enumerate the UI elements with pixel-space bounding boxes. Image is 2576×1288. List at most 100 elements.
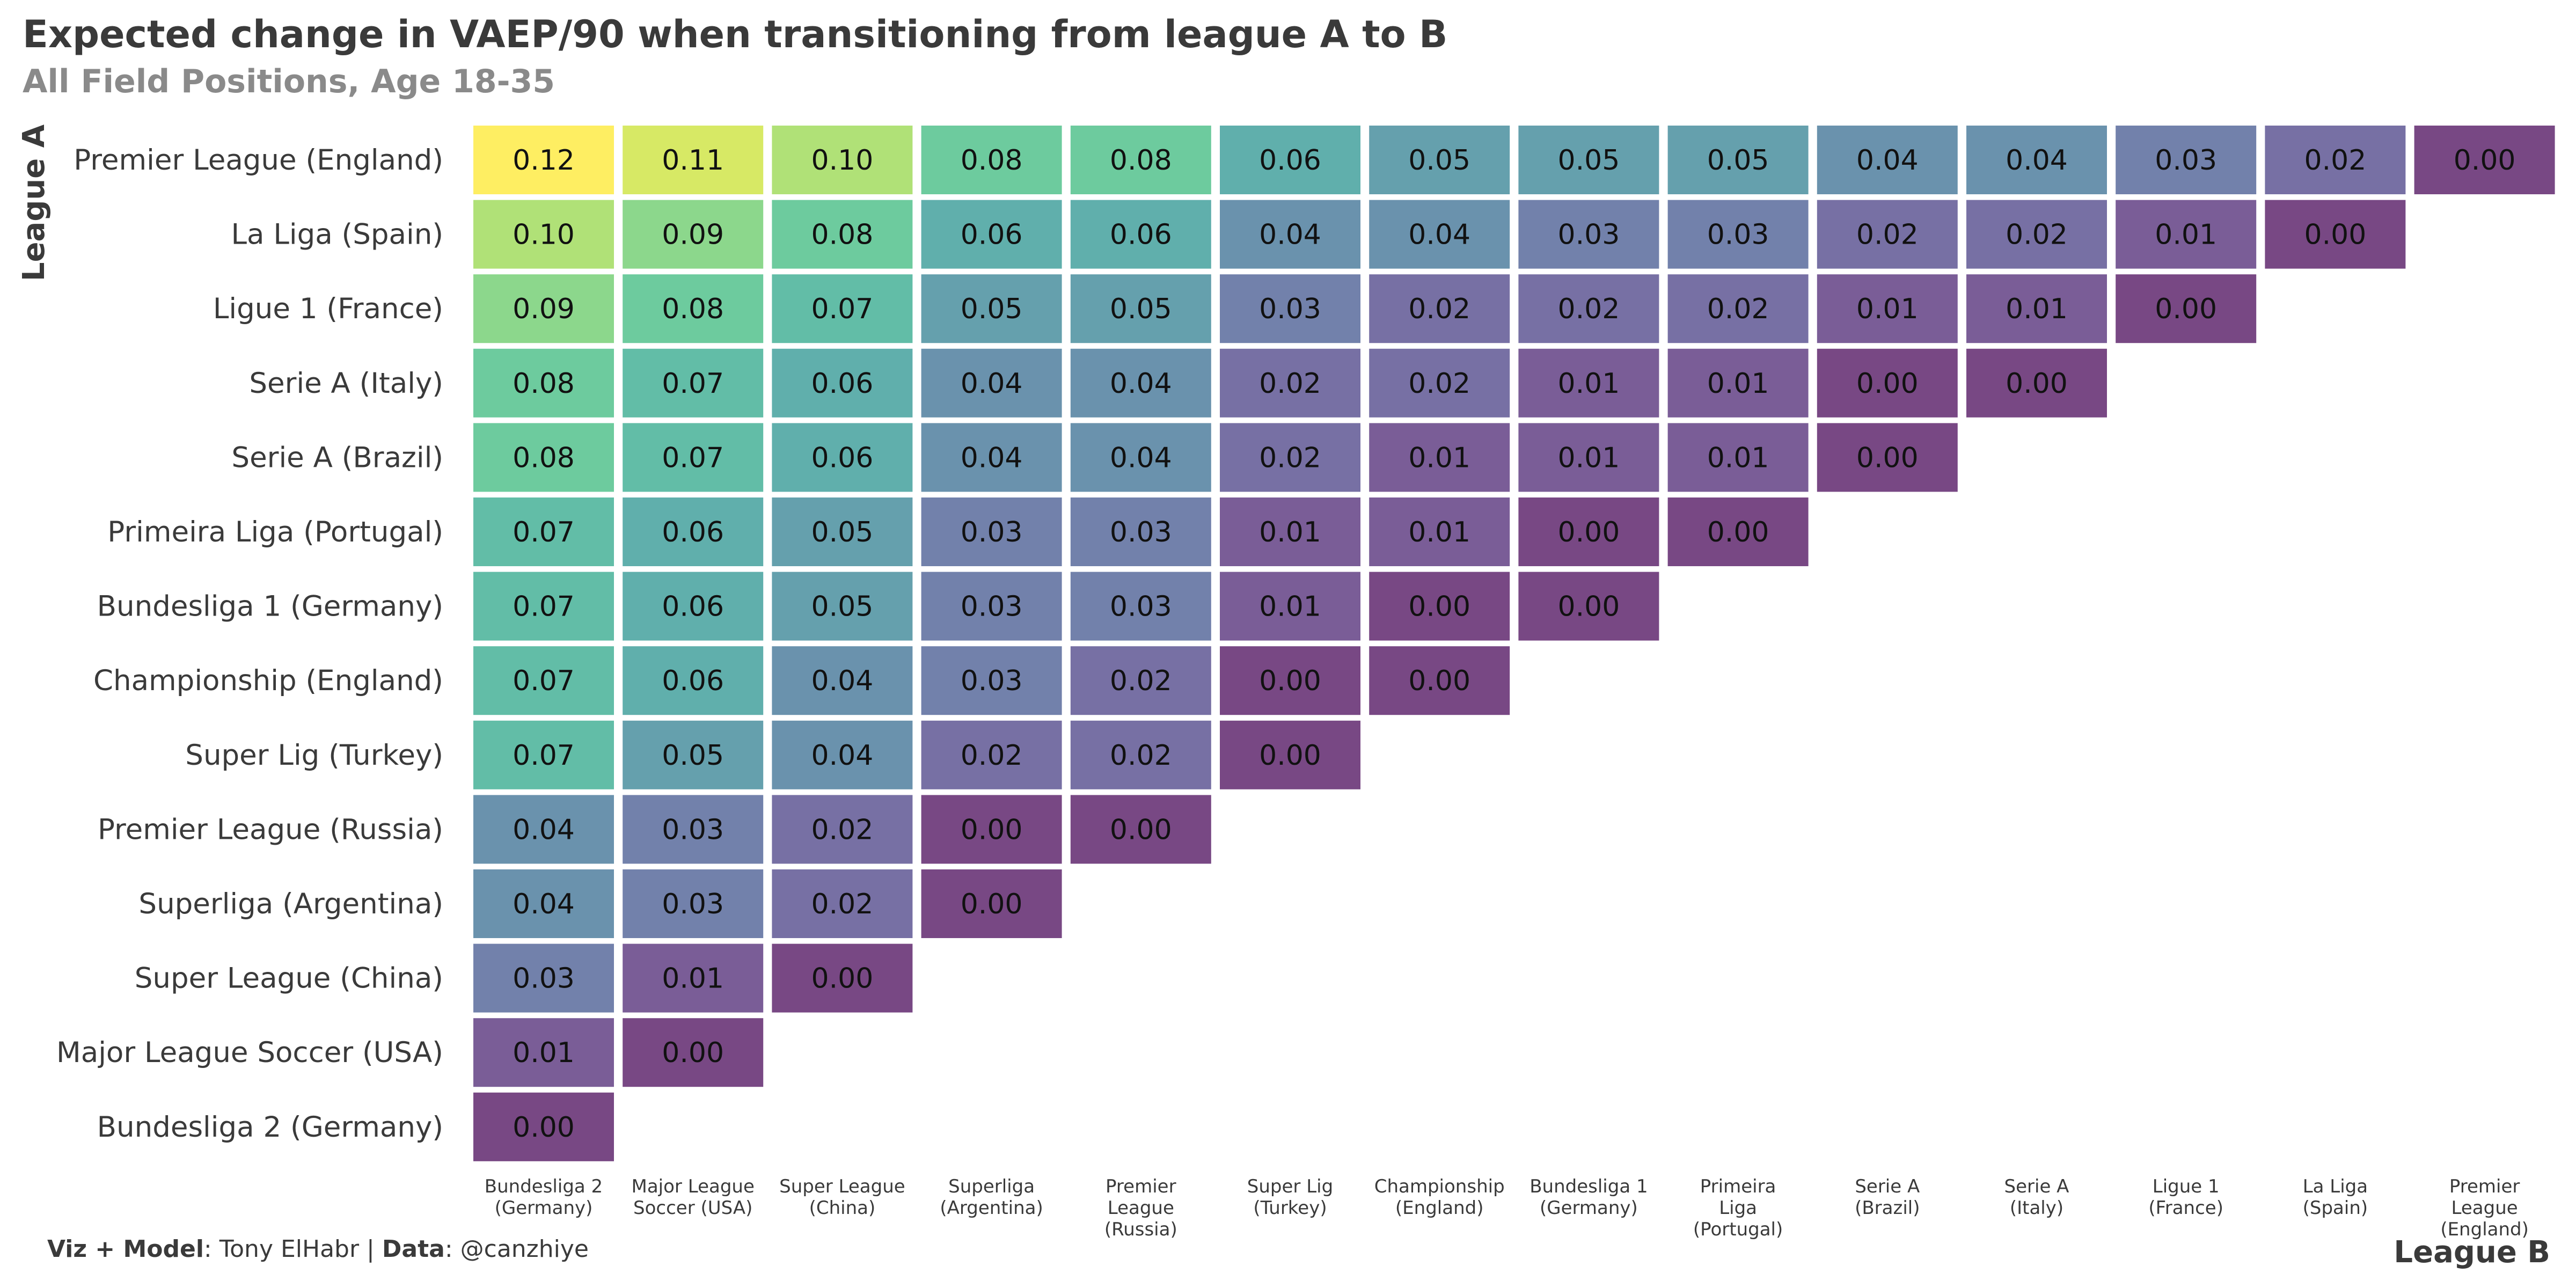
cell-value-label: 0.06 <box>662 665 724 697</box>
heatmap-cell <box>1220 572 1360 641</box>
heatmap-cell <box>1518 348 1659 418</box>
heatmap-cell <box>1220 423 1360 492</box>
heatmap-cell <box>1070 572 1211 641</box>
cell-value-label: 0.02 <box>1856 219 1919 251</box>
cell-value-label: 0.02 <box>1259 368 1321 400</box>
heatmap-cell <box>623 572 764 641</box>
cell-value-label: 0.01 <box>1558 368 1620 400</box>
heatmap-cells: 0.12 0.11 0.10 0.08 0.08 0.06 0.05 0.05 0.05 0.04… <box>473 126 2555 1161</box>
cell-value-label: 0.01 <box>2006 293 2068 325</box>
cell-value-label: 0.01 <box>513 1037 575 1069</box>
cell-value-label: 0.00 <box>2454 144 2516 177</box>
cell-value-label: 0.07 <box>662 368 724 400</box>
x-tick-label: Bundesliga 1 (Germany) <box>1529 1176 1648 1219</box>
x-tick-label-line: Liga <box>1719 1197 1757 1219</box>
x-tick-label: Major League Soccer (USA) <box>632 1176 755 1219</box>
y-tick-label: Super League (China) <box>135 962 443 995</box>
cell-value-label: 0.04 <box>1110 368 1172 400</box>
heatmap-cell <box>1070 200 1211 269</box>
cell-value-label: 0.05 <box>1707 144 1769 177</box>
cell-value-label: 0.07 <box>662 442 724 474</box>
y-tick-label: Ligue 1 (France) <box>213 292 443 325</box>
x-axis-tick-labels: Bundesliga 2 (Germany)Major League Soccer … <box>485 1176 2529 1240</box>
cell-value-label: 0.01 <box>1707 368 1769 400</box>
cell-value-label: 0.03 <box>1707 219 1769 251</box>
y-tick-label: Serie A (Brazil) <box>231 441 443 474</box>
cell-value-label: 0.07 <box>811 293 874 325</box>
heatmap-cell <box>1070 720 1211 789</box>
cell-value-label: 0.05 <box>662 740 724 772</box>
y-tick-label: Serie A (Italy) <box>249 367 443 400</box>
heatmap-cell <box>921 572 1062 641</box>
x-tick-label: Super League (China) <box>779 1176 905 1219</box>
cell-value-label: 0.01 <box>662 963 724 995</box>
heatmap-cell <box>1966 126 2107 194</box>
heatmap-cell <box>1070 423 1211 492</box>
heatmap-cell <box>2116 274 2257 343</box>
heatmap-cell <box>772 943 913 1013</box>
heatmap-cell <box>473 720 614 789</box>
cell-value-label: 0.03 <box>662 814 724 846</box>
heatmap-cell <box>473 200 614 269</box>
cell-value-label: 0.03 <box>662 888 724 920</box>
y-tick-label: Superliga (Argentina) <box>138 888 443 920</box>
cell-value-label: 0.06 <box>961 219 1023 251</box>
x-tick-label-line: League <box>1108 1197 1174 1219</box>
cell-value-label: 0.04 <box>1408 219 1470 251</box>
heatmap-cell <box>1518 200 1659 269</box>
x-tick-label-line: Super League <box>779 1176 905 1197</box>
cell-value-label: 0.04 <box>811 740 874 772</box>
cell-value-label: 0.04 <box>961 368 1023 400</box>
heatmap-cell <box>623 720 764 789</box>
x-tick-label: Ligue 1 (France) <box>2148 1176 2223 1219</box>
cell-value-label: 0.00 <box>961 814 1023 846</box>
heatmap-cell <box>1220 720 1360 789</box>
heatmap-cell <box>1369 497 1510 566</box>
cell-value-label: 0.02 <box>2304 144 2367 177</box>
cell-value-label: 0.07 <box>513 740 575 772</box>
cell-value-label: 0.00 <box>2304 219 2367 251</box>
x-tick-label-line: Premier <box>1106 1176 1176 1197</box>
cell-value-label: 0.09 <box>513 293 575 325</box>
cell-value-label: 0.03 <box>961 591 1023 623</box>
heatmap-cell <box>473 1092 614 1161</box>
x-tick-label: Super Lig (Turkey) <box>1247 1176 1333 1219</box>
x-tick-label: La Liga (Spain) <box>2303 1176 2368 1219</box>
cell-value-label: 0.02 <box>811 814 874 846</box>
heatmap-cell <box>772 572 913 641</box>
heatmap-cell <box>1667 126 1809 194</box>
x-tick-label-line: (France) <box>2148 1197 2223 1219</box>
x-tick-label-line: Premier <box>2449 1176 2520 1197</box>
cell-value-label: 0.00 <box>1110 814 1172 846</box>
caption: Viz + Model: Tony ElHabr | Data: @canzhi… <box>47 1235 589 1263</box>
heatmap-cell <box>623 274 764 343</box>
cell-value-label: 0.03 <box>1558 219 1620 251</box>
y-axis-tick-labels: Premier League (England) La Liga (Spain) L… <box>56 144 443 1144</box>
heatmap-cell <box>1220 497 1360 566</box>
cell-value-label: 0.00 <box>513 1111 575 1144</box>
cell-value-label: 0.00 <box>1707 516 1769 548</box>
heatmap-cell <box>921 274 1062 343</box>
heatmap-cell <box>1369 423 1510 492</box>
cell-value-label: 0.00 <box>811 963 874 995</box>
cell-value-label: 0.07 <box>513 516 575 548</box>
y-tick-label: Premier League (Russia) <box>98 813 443 846</box>
x-tick-label-line: La Liga <box>2303 1176 2368 1197</box>
cell-value-label: 0.00 <box>2155 293 2217 325</box>
heatmap-cell <box>1817 348 1958 418</box>
x-tick-label-line: (China) <box>809 1197 876 1219</box>
heatmap-cell <box>1667 348 1809 418</box>
heatmap-cell <box>2265 126 2406 194</box>
heatmap-cell <box>623 348 764 418</box>
heatmap-cell <box>1667 423 1809 492</box>
heatmap-cell <box>772 348 913 418</box>
cell-value-label: 0.00 <box>1259 740 1321 772</box>
cell-value-label: 0.05 <box>1558 144 1620 177</box>
heatmap-cell <box>1817 200 1958 269</box>
heatmap-cell <box>623 497 764 566</box>
cell-value-label: 0.01 <box>1558 442 1620 474</box>
heatmap-cell <box>1966 200 2107 269</box>
heatmap-cell <box>772 126 913 194</box>
cell-value-label: 0.02 <box>1707 293 1769 325</box>
x-tick-label: Superliga (Argentina) <box>940 1176 1043 1219</box>
